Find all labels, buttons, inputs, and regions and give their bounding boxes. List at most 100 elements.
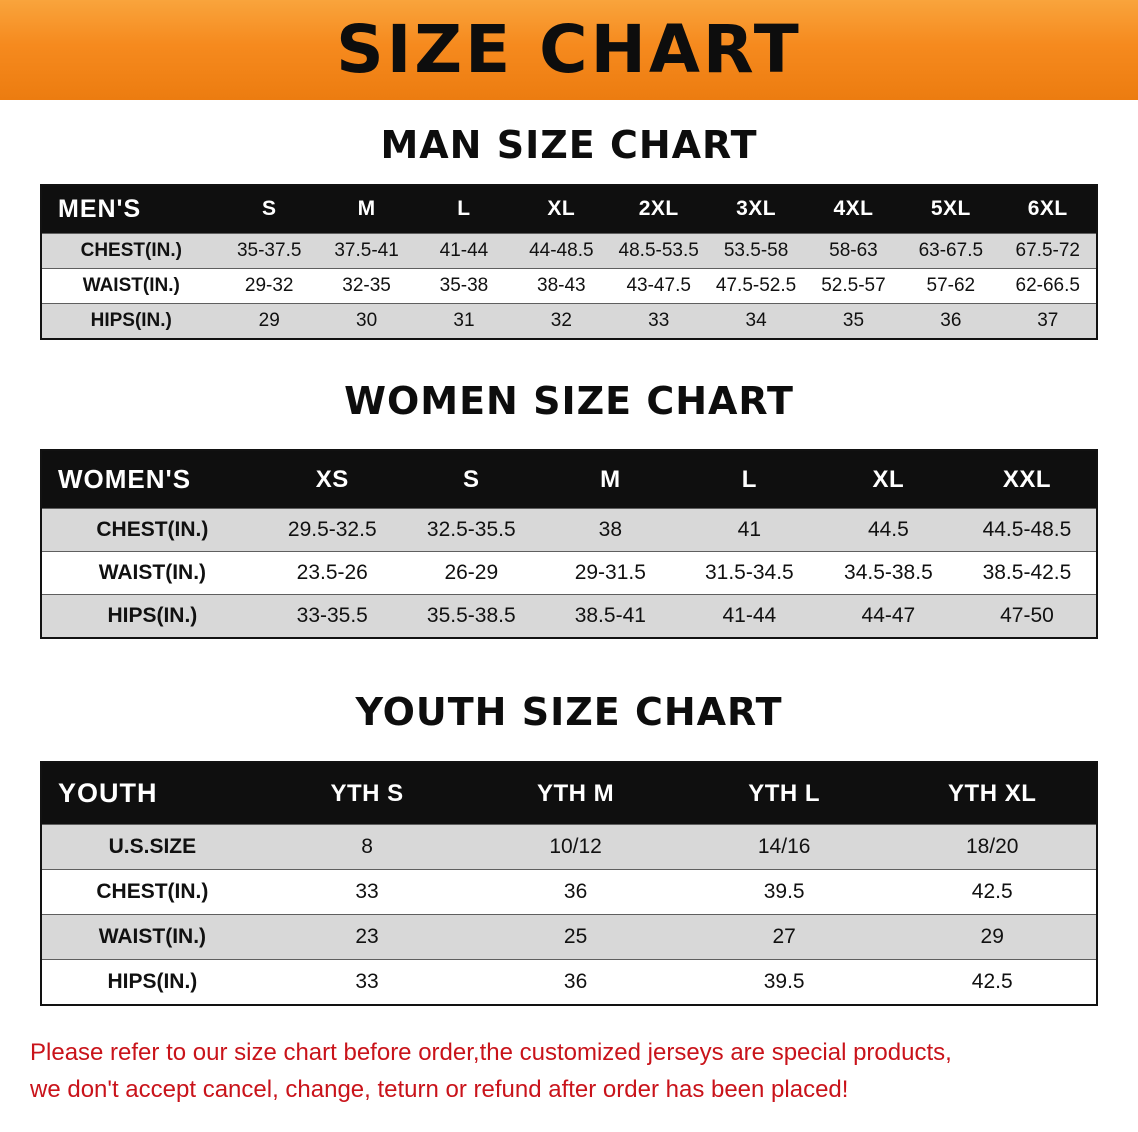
value-cell: 29-31.5 bbox=[574, 561, 646, 585]
disclaimer: Please refer to our size chart before or… bbox=[0, 1034, 1138, 1108]
column-header: XS bbox=[262, 450, 402, 509]
table-head: MEN'S S M L XL 2XL 3XL 4XL 5XL 6XL bbox=[41, 184, 1097, 234]
value-cell: 47-50 bbox=[1000, 604, 1054, 628]
table-row: WAIST(IN.) 29-32 32-35 35-38 38-43 43-47.5 47.… bbox=[41, 268, 1097, 304]
row-label: WAIST(IN.) bbox=[98, 561, 207, 585]
value-cell: 38.5-41 bbox=[574, 604, 646, 628]
value-cell: 31.5-34.5 bbox=[704, 561, 794, 585]
value-cell: 38-43 bbox=[537, 274, 586, 296]
row-label: CHEST(IN.) bbox=[96, 518, 209, 542]
column-header: XXL bbox=[957, 450, 1097, 509]
value-cell: 62-66.5 bbox=[1015, 274, 1080, 296]
table-row: HIPS(IN.) 33-35.5 35.5-38.5 38.5-41 41-44 44-… bbox=[41, 594, 1097, 639]
value-cell: 10/12 bbox=[549, 835, 602, 859]
value-cell: 29 bbox=[980, 925, 1004, 949]
value-cell: 43-47.5 bbox=[626, 274, 691, 296]
value-cell: 52.5-57 bbox=[821, 274, 886, 296]
disclaimer-line-1: Please refer to our size chart before or… bbox=[30, 1039, 952, 1067]
value-cell: 37 bbox=[1037, 309, 1059, 331]
value-cell: 39.5 bbox=[763, 970, 805, 994]
banner-title: SIZE CHART bbox=[336, 11, 802, 88]
value-cell: 42.5 bbox=[971, 880, 1013, 904]
value-cell: 34 bbox=[745, 309, 767, 331]
table-row: WAIST(IN.) 23 25 27 29 bbox=[41, 914, 1097, 960]
column-header: XL bbox=[512, 184, 611, 234]
value-cell: 27 bbox=[772, 925, 796, 949]
column-header: M bbox=[540, 450, 680, 509]
value-cell: 41-44 bbox=[439, 239, 489, 261]
value-cell: 48.5-53.5 bbox=[618, 239, 699, 261]
value-cell: 44.5 bbox=[867, 518, 909, 542]
table-corner-label: YOUTH bbox=[41, 762, 263, 825]
value-cell: 31 bbox=[453, 309, 475, 331]
women-size-chart-heading: WOMEN SIZE CHART bbox=[344, 378, 794, 423]
table-corner-label: MEN'S bbox=[41, 184, 221, 234]
value-cell: 44.5-48.5 bbox=[982, 518, 1072, 542]
row-label: CHEST(IN.) bbox=[96, 880, 209, 904]
man-size-chart-section: MAN SIZE CHART MEN'S S M L XL 2XL 3XL 4XL 5XL 6XL… bbox=[0, 123, 1138, 340]
value-cell: 32-35 bbox=[342, 274, 391, 296]
value-cell: 33 bbox=[355, 880, 379, 904]
value-cell: 32.5-35.5 bbox=[426, 518, 516, 542]
value-cell: 67.5-72 bbox=[1015, 239, 1080, 261]
table-row: CHEST(IN.) 33 36 39.5 42.5 bbox=[41, 869, 1097, 915]
column-header: M bbox=[317, 184, 416, 234]
banner: SIZE CHART bbox=[0, 0, 1138, 100]
value-cell: 8 bbox=[361, 835, 373, 859]
column-header: 3XL bbox=[707, 184, 805, 234]
table-body: CHEST(IN.) 29.5-32.5 32.5-35.5 38 41 44.5 44.5… bbox=[41, 508, 1097, 639]
value-cell: 47.5-52.5 bbox=[715, 274, 797, 296]
value-cell: 36 bbox=[563, 880, 588, 904]
man-size-chart-heading: MAN SIZE CHART bbox=[380, 123, 758, 167]
table-header-row: WOMEN'S XS S M L XL XXL bbox=[41, 450, 1097, 509]
value-cell: 38.5-42.5 bbox=[982, 561, 1072, 585]
column-header: YTH L bbox=[679, 762, 889, 825]
value-cell: 32 bbox=[550, 309, 572, 331]
men-size-table: MEN'S S M L XL 2XL 3XL 4XL 5XL 6XL CHEST(IN.) 35-37… bbox=[40, 183, 1098, 340]
value-cell: 36 bbox=[563, 970, 588, 994]
table-corner-label: WOMEN'S bbox=[41, 450, 263, 509]
value-cell: 37.5-41 bbox=[334, 239, 399, 261]
row-label: CHEST(IN.) bbox=[80, 239, 182, 261]
women-size-table: WOMEN'S XS S M L XL XXL CHEST(IN.) 29.5-32.5 32.5… bbox=[40, 449, 1098, 640]
value-cell: 29-32 bbox=[244, 274, 294, 296]
table-row: WAIST(IN.) 23.5-26 26-29 29-31.5 31.5-34.5 34… bbox=[41, 551, 1097, 595]
value-cell: 42.5 bbox=[971, 970, 1013, 994]
value-cell: 14/16 bbox=[757, 835, 811, 859]
youth-size-table: YOUTH YTH S YTH M YTH L YTH XL U.S.SIZE 8 10/12… bbox=[40, 761, 1098, 1007]
table-body: CHEST(IN.) 35-37.5 37.5-41 41-44 44-48.5 48.5… bbox=[41, 233, 1097, 339]
value-cell: 63-67.5 bbox=[918, 239, 984, 261]
value-cell: 34.5-38.5 bbox=[844, 561, 933, 585]
value-cell: 35.5-38.5 bbox=[426, 604, 516, 628]
row-label: HIPS(IN.) bbox=[107, 604, 198, 628]
column-header: S bbox=[401, 450, 541, 509]
value-cell: 30 bbox=[356, 309, 378, 331]
value-cell: 57-62 bbox=[926, 274, 976, 296]
value-cell: 53.5-58 bbox=[723, 239, 789, 261]
table-head: YOUTH YTH S YTH M YTH L YTH XL bbox=[41, 762, 1097, 825]
value-cell: 33 bbox=[648, 309, 670, 331]
value-cell: 23 bbox=[355, 925, 379, 949]
value-cell: 38 bbox=[598, 518, 622, 542]
column-header: S bbox=[220, 184, 318, 234]
table-row: CHEST(IN.) 29.5-32.5 32.5-35.5 38 41 44.5 44.5… bbox=[41, 508, 1097, 552]
value-cell: 33-35.5 bbox=[296, 604, 368, 628]
column-header: L bbox=[415, 184, 513, 234]
table-header-row: MEN'S S M L XL 2XL 3XL 4XL 5XL 6XL bbox=[41, 184, 1097, 234]
value-cell: 35-37.5 bbox=[236, 239, 302, 261]
column-header: 5XL bbox=[902, 184, 1000, 234]
table-head: WOMEN'S XS S M L XL XXL bbox=[41, 450, 1097, 509]
value-cell: 36 bbox=[940, 309, 962, 331]
value-cell: 29.5-32.5 bbox=[287, 518, 377, 542]
table-row: U.S.SIZE 8 10/12 14/16 18/20 bbox=[41, 824, 1097, 870]
youth-size-chart-section: YOUTH SIZE CHART YOUTH YTH S YTH M YTH L YTH… bbox=[0, 691, 1138, 1007]
column-header: YTH M bbox=[471, 762, 680, 825]
value-cell: 35 bbox=[842, 309, 865, 331]
value-cell: 26-29 bbox=[444, 561, 499, 585]
value-cell: 29 bbox=[258, 309, 280, 331]
value-cell: 18/20 bbox=[965, 835, 1019, 859]
column-header: 6XL bbox=[999, 184, 1097, 234]
column-header: YTH XL bbox=[888, 762, 1097, 825]
row-label: U.S.SIZE bbox=[108, 835, 197, 859]
